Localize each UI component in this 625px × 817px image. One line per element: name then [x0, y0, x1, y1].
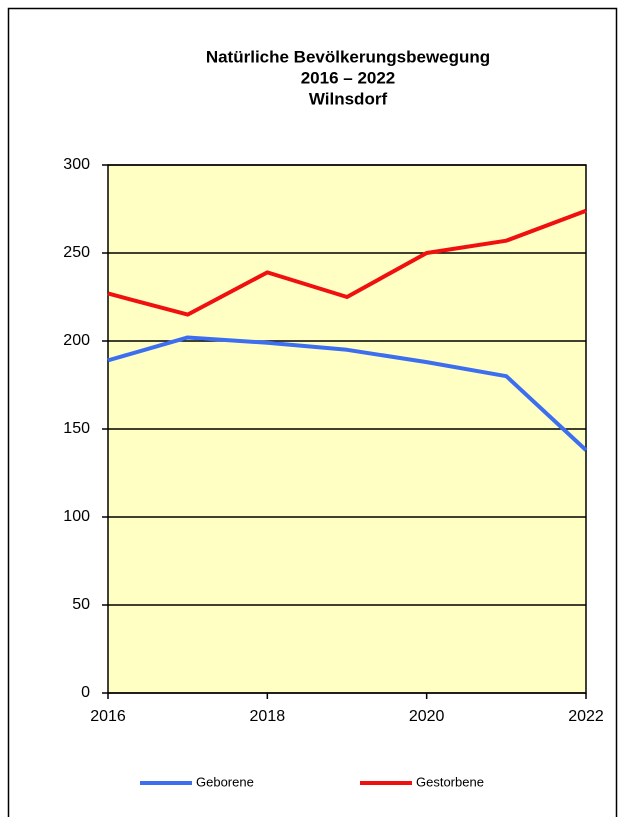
chart-title: Natürliche Bevölkerungsbewegung — [206, 47, 490, 66]
chart-title: Wilnsdorf — [309, 89, 388, 108]
y-tick-label: 150 — [63, 420, 90, 437]
x-tick-label: 2022 — [568, 708, 604, 725]
series-line — [107, 335, 588, 452]
y-tick-label: 50 — [72, 596, 90, 613]
x-tick-label: 2016 — [90, 708, 126, 725]
y-tick-label: 200 — [63, 332, 90, 349]
y-tick-label: 0 — [81, 684, 90, 701]
plot-border — [107, 164, 587, 694]
y-tick-label: 300 — [63, 156, 90, 173]
legend-label: Gestorbene — [416, 774, 484, 789]
x-tick-label: 2020 — [409, 708, 445, 725]
chart-title: 2016 – 2022 — [301, 68, 396, 87]
x-tick-label: 2018 — [250, 708, 286, 725]
legend-label: Geborene — [196, 774, 254, 789]
series-line — [107, 208, 587, 317]
y-tick-label: 250 — [63, 244, 90, 261]
y-tick-label: 100 — [63, 508, 90, 525]
